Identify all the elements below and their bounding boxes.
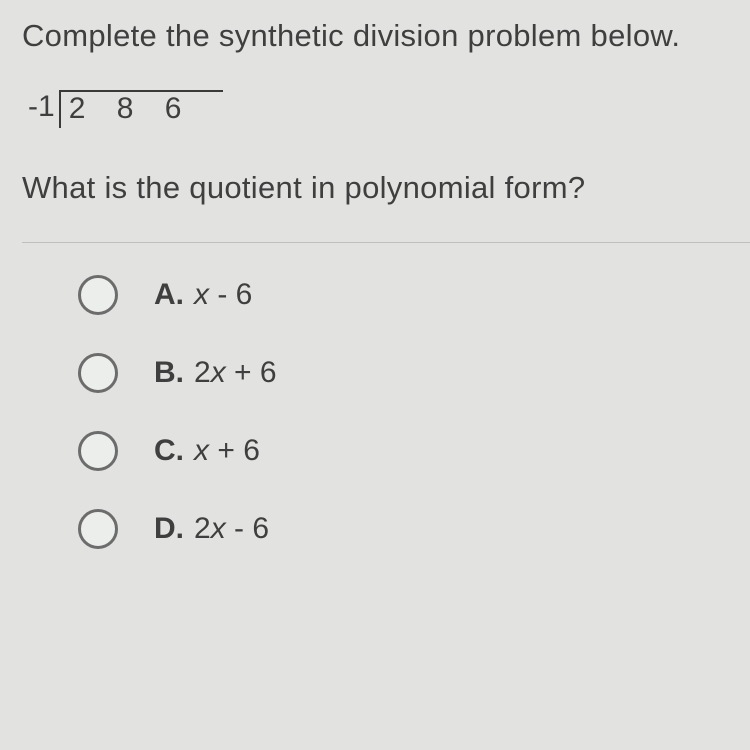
- coef-2: 6: [165, 92, 213, 126]
- choice-d-post: - 6: [226, 512, 269, 545]
- choice-b-answer: 2x + 6: [194, 356, 277, 390]
- choice-b-post: + 6: [226, 356, 277, 389]
- coef-0: 2: [69, 92, 117, 126]
- divisor-value: -1: [28, 90, 59, 124]
- coef-1: 8: [117, 92, 165, 126]
- choice-b[interactable]: B. 2x + 6: [78, 353, 750, 393]
- coefficients-box: 2 8 6: [59, 90, 223, 128]
- choice-a[interactable]: A. x - 6: [78, 275, 750, 315]
- radio-a[interactable]: [78, 275, 118, 315]
- question-prompt: What is the quotient in polynomial form?: [22, 170, 750, 206]
- radio-d[interactable]: [78, 509, 118, 549]
- choice-d-pre: 2: [194, 512, 211, 545]
- choice-c-post: + 6: [209, 434, 260, 467]
- question-intro: Complete the synthetic division problem …: [22, 18, 750, 54]
- choice-b-letter: B.: [154, 356, 184, 390]
- choice-c-var: x: [194, 434, 209, 467]
- choice-d-answer: 2x - 6: [194, 512, 269, 546]
- answer-choices: A. x - 6 B. 2x + 6 C. x + 6 D. 2x - 6: [22, 275, 750, 549]
- choice-b-pre: 2: [194, 356, 211, 389]
- choice-c[interactable]: C. x + 6: [78, 431, 750, 471]
- synthetic-division: -1 2 8 6: [28, 90, 750, 128]
- choice-c-answer: x + 6: [194, 434, 260, 468]
- choice-a-post: - 6: [209, 278, 252, 311]
- choice-b-var: x: [211, 356, 226, 389]
- choice-a-answer: x - 6: [194, 278, 252, 312]
- choice-c-letter: C.: [154, 434, 184, 468]
- radio-b[interactable]: [78, 353, 118, 393]
- choice-a-var: x: [194, 278, 209, 311]
- choice-d[interactable]: D. 2x - 6: [78, 509, 750, 549]
- choice-d-letter: D.: [154, 512, 184, 546]
- radio-c[interactable]: [78, 431, 118, 471]
- choice-a-letter: A.: [154, 278, 184, 312]
- choice-d-var: x: [211, 512, 226, 545]
- section-divider: [22, 242, 750, 243]
